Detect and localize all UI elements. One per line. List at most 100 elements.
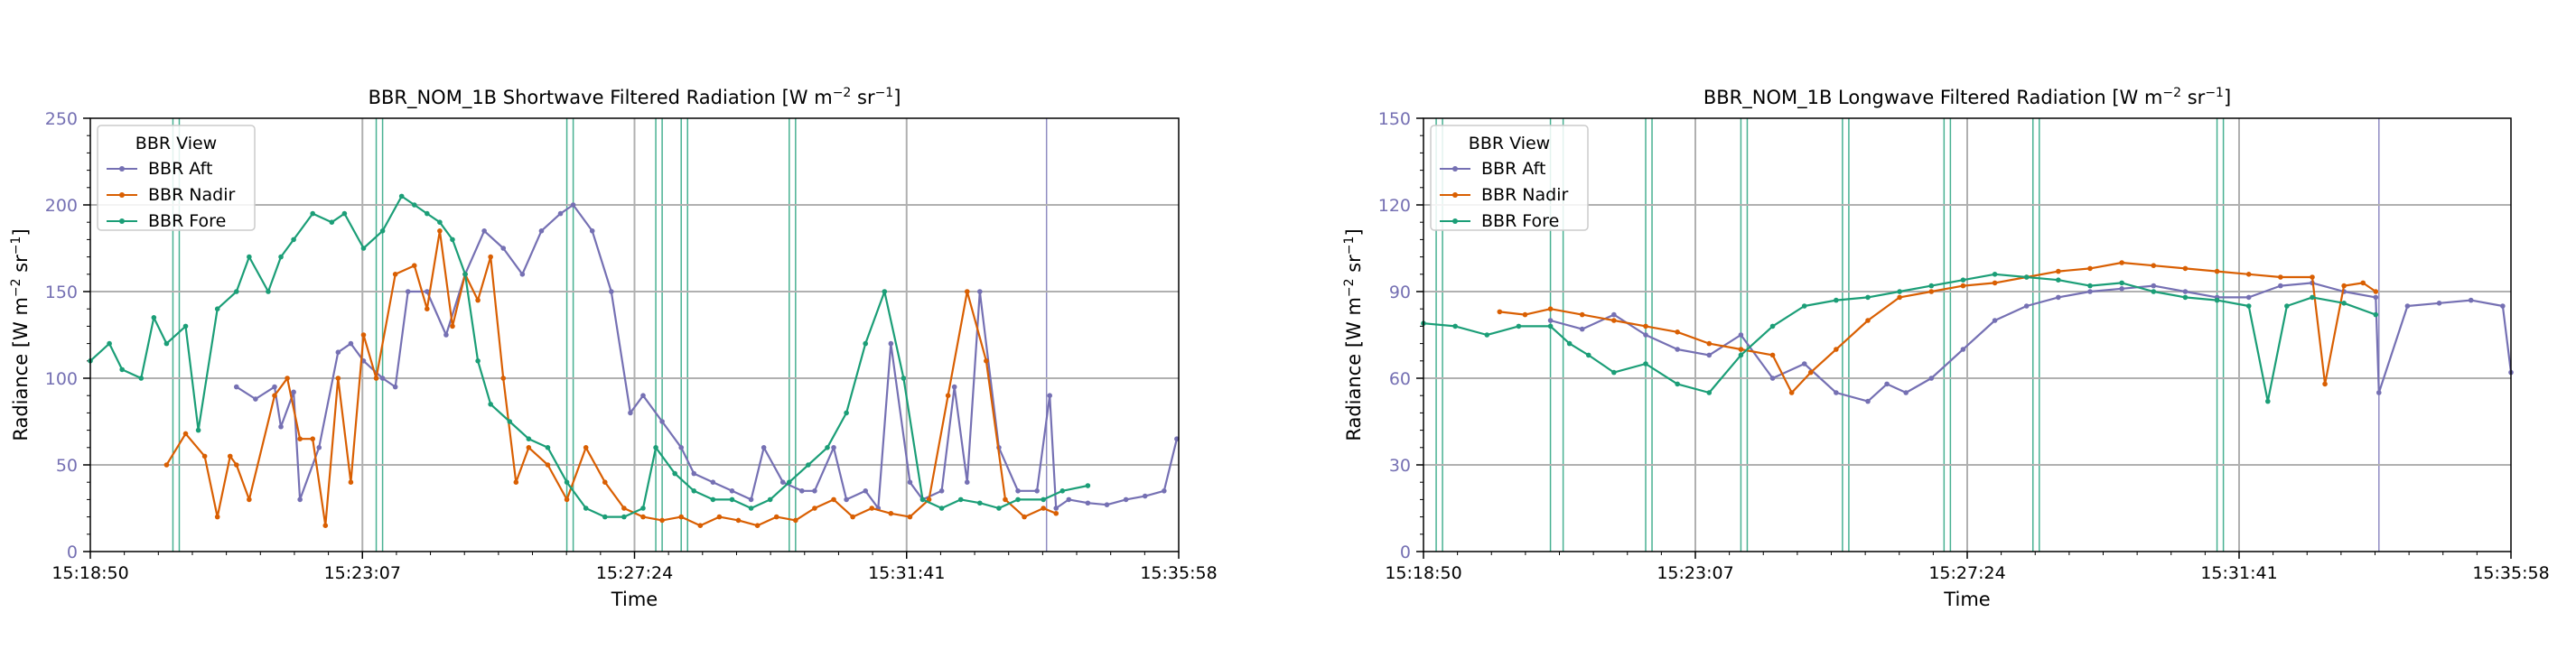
data-point xyxy=(1047,393,1053,399)
x-tick-label: 15:31:41 xyxy=(868,563,945,583)
data-point xyxy=(247,254,252,260)
data-point xyxy=(621,514,627,520)
data-point xyxy=(2436,301,2442,306)
y-tick-label: 50 xyxy=(56,456,78,476)
data-point xyxy=(2182,294,2189,301)
legend-item-label: BBR Aft xyxy=(1481,159,1545,179)
data-point xyxy=(182,323,189,329)
data-point xyxy=(1522,311,1528,318)
y-tick-label: 150 xyxy=(45,283,78,302)
data-point xyxy=(2245,294,2252,301)
data-point xyxy=(1738,332,1744,338)
data-point xyxy=(570,202,576,208)
data-point xyxy=(951,384,957,390)
data-point xyxy=(335,376,341,381)
data-point xyxy=(735,517,742,524)
data-point xyxy=(163,340,170,347)
data-point xyxy=(322,523,329,528)
data-point xyxy=(233,289,239,294)
data-point xyxy=(564,479,570,485)
data-point xyxy=(398,193,405,199)
data-point xyxy=(291,389,296,395)
data-point xyxy=(1801,303,1807,309)
data-point xyxy=(748,506,754,511)
data-point xyxy=(1834,390,1839,395)
data-point xyxy=(1865,318,1871,323)
data-point xyxy=(1706,352,1713,358)
data-point xyxy=(786,479,792,485)
data-point xyxy=(938,488,945,494)
data-point xyxy=(907,479,913,485)
legend-marker xyxy=(1452,218,1458,224)
data-point xyxy=(437,228,443,234)
y-axis-label: Radiance [W m−2 sr−1] xyxy=(9,228,32,441)
data-point xyxy=(163,462,170,468)
x-tick-label: 15:23:07 xyxy=(1657,563,1733,583)
data-point xyxy=(602,479,608,485)
data-point xyxy=(291,237,296,243)
data-point xyxy=(1104,502,1110,507)
data-point xyxy=(2056,277,2061,283)
data-point xyxy=(957,496,964,503)
data-point xyxy=(1884,381,1890,387)
data-point xyxy=(2310,294,2315,301)
data-point xyxy=(964,289,970,294)
data-point xyxy=(425,210,430,217)
data-point xyxy=(278,254,284,260)
data-point xyxy=(1066,496,1072,503)
data-point xyxy=(640,393,646,399)
data-point xyxy=(1059,488,1066,494)
data-point xyxy=(272,393,277,399)
data-point xyxy=(583,506,589,511)
data-point xyxy=(475,297,481,303)
data-point xyxy=(2322,381,2328,387)
data-point xyxy=(2404,303,2411,309)
data-point xyxy=(227,453,233,459)
data-point xyxy=(2341,301,2347,306)
series-line xyxy=(89,195,1088,518)
x-axis-label: Time xyxy=(611,589,658,610)
data-point xyxy=(2245,303,2252,309)
data-point xyxy=(863,340,869,347)
data-point xyxy=(201,453,208,459)
data-point xyxy=(697,523,704,528)
legend-marker xyxy=(119,166,125,172)
data-point xyxy=(1834,297,1839,303)
data-point xyxy=(545,445,551,450)
data-point xyxy=(609,289,614,294)
data-point xyxy=(2023,274,2030,280)
shortwave-chart: 15:18:50 15:23:07 15:27:24 15:31:41 15:35:58… xyxy=(9,86,1218,610)
data-point xyxy=(507,419,513,424)
data-point xyxy=(2310,274,2315,280)
data-point xyxy=(1903,390,1909,395)
data-point xyxy=(182,431,189,437)
data-point xyxy=(754,523,761,528)
y-tick-label: 150 xyxy=(1378,109,1411,129)
data-point xyxy=(869,506,875,511)
data-point xyxy=(1801,361,1807,366)
data-point xyxy=(602,514,608,520)
data-point xyxy=(1041,506,1046,511)
data-point xyxy=(1643,323,1648,329)
data-point xyxy=(488,402,493,407)
legend-marker xyxy=(119,218,125,224)
data-point xyxy=(2119,260,2124,265)
series-line xyxy=(1550,282,2513,403)
data-point xyxy=(1769,323,1776,329)
data-point xyxy=(977,289,983,294)
data-point xyxy=(379,376,386,381)
data-point xyxy=(360,332,367,338)
data-point xyxy=(1611,318,1617,323)
data-point xyxy=(379,228,386,234)
data-point xyxy=(443,332,449,338)
data-point xyxy=(1162,488,1167,494)
data-point xyxy=(297,496,303,503)
data-point xyxy=(1516,323,1522,329)
data-point xyxy=(945,393,951,399)
data-point xyxy=(1788,390,1795,395)
data-point xyxy=(907,514,913,520)
data-point xyxy=(348,340,354,347)
data-point xyxy=(1579,311,1585,318)
data-point xyxy=(2500,303,2506,309)
data-point xyxy=(2119,280,2124,286)
